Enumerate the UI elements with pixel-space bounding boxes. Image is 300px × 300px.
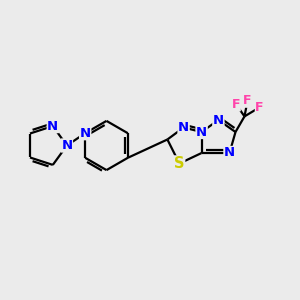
Text: N: N <box>196 125 207 139</box>
Text: N: N <box>61 139 73 152</box>
Text: N: N <box>224 146 235 160</box>
Text: N: N <box>213 113 224 127</box>
Text: N: N <box>80 127 91 140</box>
Text: F: F <box>232 98 240 111</box>
Text: F: F <box>255 101 264 114</box>
Text: S: S <box>174 156 185 171</box>
Text: N: N <box>47 120 58 133</box>
Text: N: N <box>178 121 189 134</box>
Text: F: F <box>243 94 252 107</box>
